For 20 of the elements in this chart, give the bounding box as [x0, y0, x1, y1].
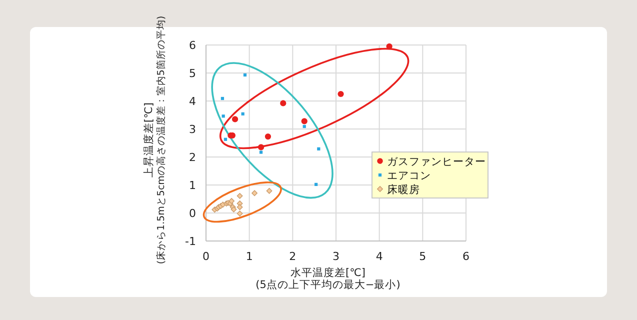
y-axis-title: 上昇温度差[℃] (床から1.5mと5cmの高さの温度差：室内5箇所の平均)	[142, 16, 167, 264]
x-axis-title: 水平温度差[℃] (5点の上下平均の最大−最小)	[256, 266, 400, 291]
x-tick-label: 0	[202, 250, 210, 263]
y-tick-label: 3	[189, 123, 196, 136]
x-tick-label: 3	[332, 250, 340, 263]
legend-label: ガスファンヒーター	[387, 156, 486, 168]
x-tick-label: 1	[246, 250, 253, 263]
y-tick-label: 6	[189, 39, 196, 52]
y-tick-label: 2	[189, 151, 196, 164]
x-tick-label: 4	[376, 250, 383, 263]
x-tick-label: 2	[289, 250, 296, 263]
y-tick-label: 5	[189, 67, 196, 80]
y-tick-label: -1	[185, 235, 196, 248]
x-tick-label: 6	[462, 250, 470, 263]
x-tick-label: 5	[419, 250, 426, 263]
legend-label: 床暖房	[387, 183, 420, 196]
legend-label: エアコン	[387, 170, 431, 182]
y-tick-label: 4	[189, 95, 196, 108]
y-tick-label: 0	[189, 207, 196, 220]
y-tick-label: 1	[189, 179, 196, 192]
